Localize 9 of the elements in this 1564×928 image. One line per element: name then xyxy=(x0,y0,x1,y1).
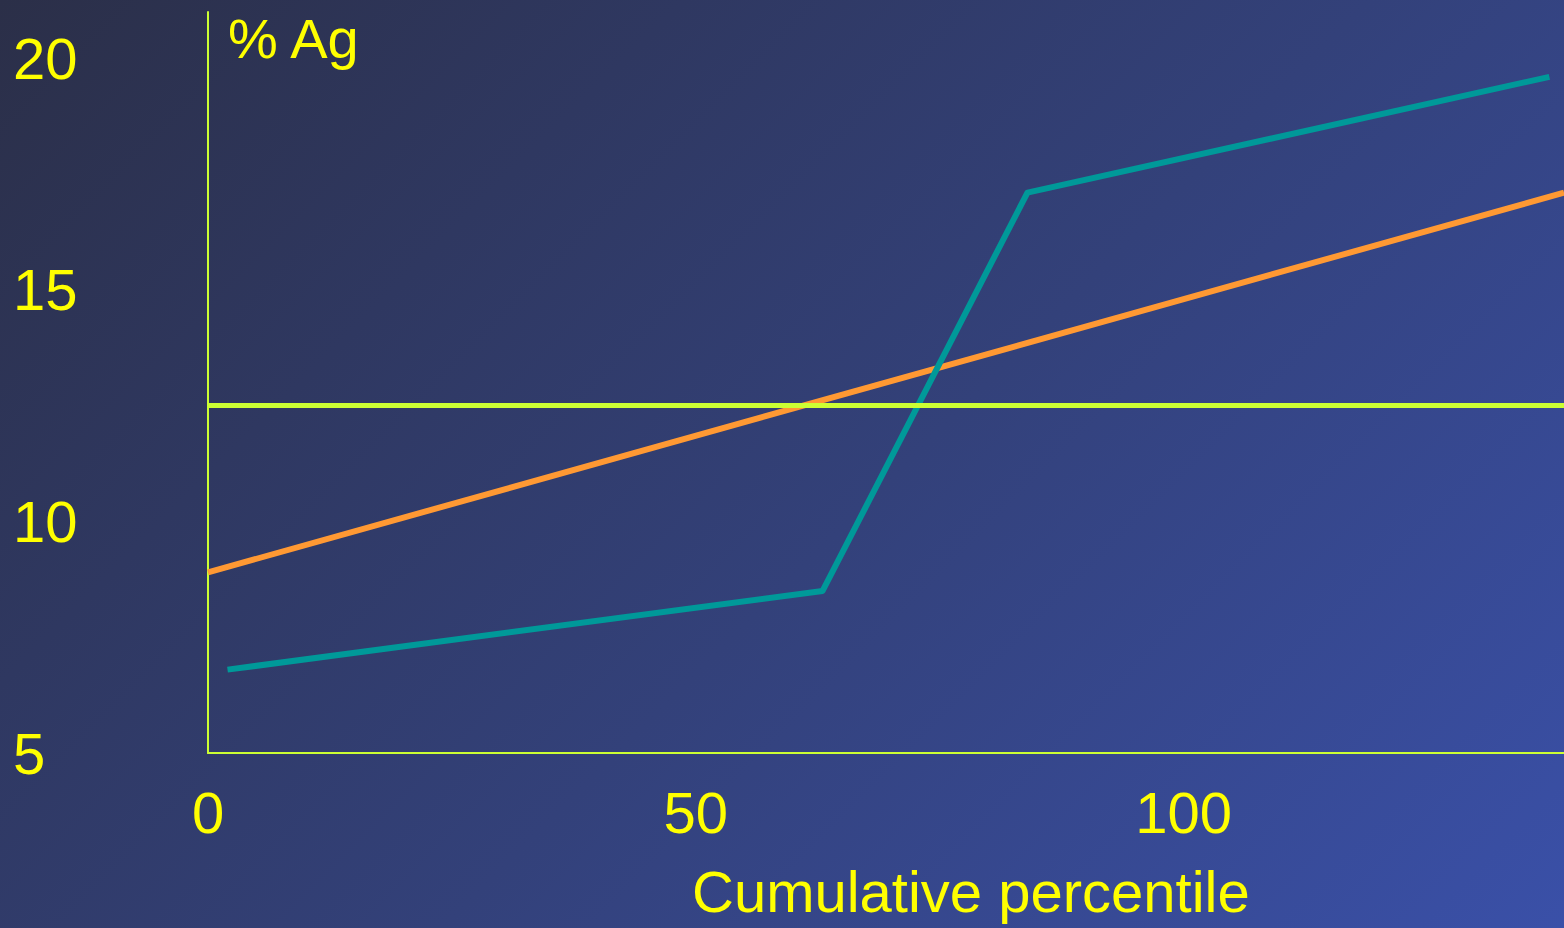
y-tick-label: 20 xyxy=(13,25,78,91)
y-axis-title: % Ag xyxy=(228,6,359,70)
y-tick-label: 5 xyxy=(13,720,46,786)
x-tick-label: 100 xyxy=(1135,779,1232,845)
x-tick-label: 0 xyxy=(191,779,225,845)
y-tick-label: 15 xyxy=(13,257,78,323)
y-tick-label: 10 xyxy=(13,488,78,554)
x-tick-label: 50 xyxy=(663,779,729,845)
x-axis-title: Cumulative percentile xyxy=(692,858,1250,924)
